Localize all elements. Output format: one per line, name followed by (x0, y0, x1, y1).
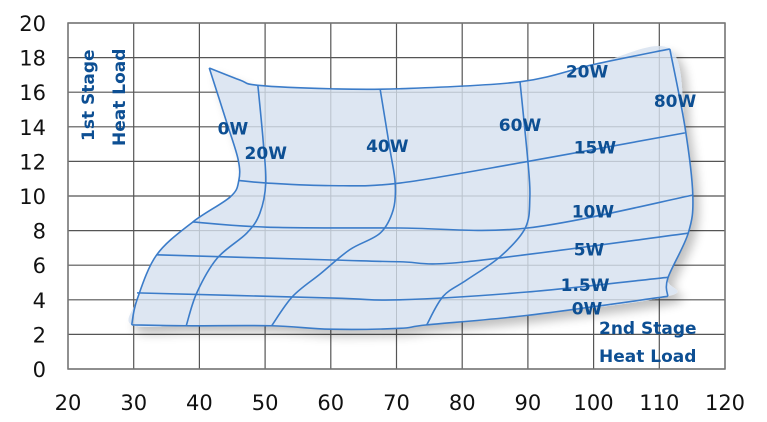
load-line-40w (271, 88, 397, 327)
line-label: 10W (572, 203, 615, 223)
line-label: 80W (654, 92, 697, 112)
load-line-20w-2nd-stage (208, 48, 670, 91)
line-label: 20W (566, 62, 609, 82)
y-tick-label: 14 (19, 116, 46, 140)
line-label: 40W (366, 137, 409, 157)
y-axis-title-line-2: Heat Load (110, 49, 130, 146)
x-tick-label: 60 (317, 391, 344, 415)
load-line-20w-1st-stage (185, 85, 267, 326)
y-tick-label: 4 (33, 289, 46, 313)
x-tick-label: 50 (252, 391, 279, 415)
x-tick-label: 120 (705, 391, 745, 415)
line-label: 1.5W (561, 276, 610, 296)
x-tick-label: 40 (186, 391, 213, 415)
y-tick-label: 2 (33, 323, 46, 347)
line-label: 5W (574, 241, 605, 261)
x-tick-label: 90 (515, 391, 542, 415)
load-line-15w (238, 132, 686, 187)
y-tick-label: 6 (33, 254, 46, 278)
x-tick-label: 20 (55, 391, 82, 415)
y-tick-label: 20 (19, 12, 46, 36)
x-tick-label: 70 (383, 391, 410, 415)
load-line-10w (192, 194, 693, 232)
load-line-1.5w (136, 276, 668, 301)
x-tick-label: 80 (449, 391, 476, 415)
y-tick-label: 18 (19, 47, 46, 71)
y-tick-label: 16 (19, 81, 46, 105)
y-tick-labels: 0 2 4 6 8 10 12 14 16 18 20 (19, 12, 46, 382)
load-line-0w-2nd-stage (131, 295, 668, 331)
plot-frame (67, 22, 726, 370)
x-tick-label: 110 (639, 391, 679, 415)
y-tick-label: 0 (33, 358, 46, 382)
x-tick-label: 30 (120, 391, 147, 415)
x-axis-title-line-2: Heat Load (599, 347, 696, 367)
line-label: 15W (574, 139, 617, 159)
y-tick-label: 8 (33, 220, 46, 244)
y-axis-title-line-1: 1st Stage (79, 49, 99, 141)
x-axis-title-line-1: 2nd Stage (599, 319, 697, 339)
line-label: 60W (499, 116, 542, 136)
x-tick-label: 100 (574, 391, 614, 415)
line-label: 0W (218, 120, 249, 140)
y-axis-title: 1st Stage Heat Load (79, 49, 130, 146)
x-axis-title: 2nd Stage Heat Load (599, 319, 697, 367)
line-label: 0W (572, 299, 603, 319)
load-line-5w (156, 232, 689, 265)
x-tick-labels: 20 30 40 50 60 70 80 90 100 110 120 (55, 391, 745, 415)
line-label: 20W (245, 144, 288, 164)
y-tick-label: 10 (19, 185, 46, 209)
load-line-0w-1st-stage (130, 67, 241, 326)
load-line-80w (665, 48, 694, 297)
load-lines (130, 48, 694, 331)
y-tick-label: 12 (19, 150, 46, 174)
line-labels: 0W 20W 40W 60W 20W 80W 15W 10W 5W 1.5W 0W (218, 62, 697, 319)
